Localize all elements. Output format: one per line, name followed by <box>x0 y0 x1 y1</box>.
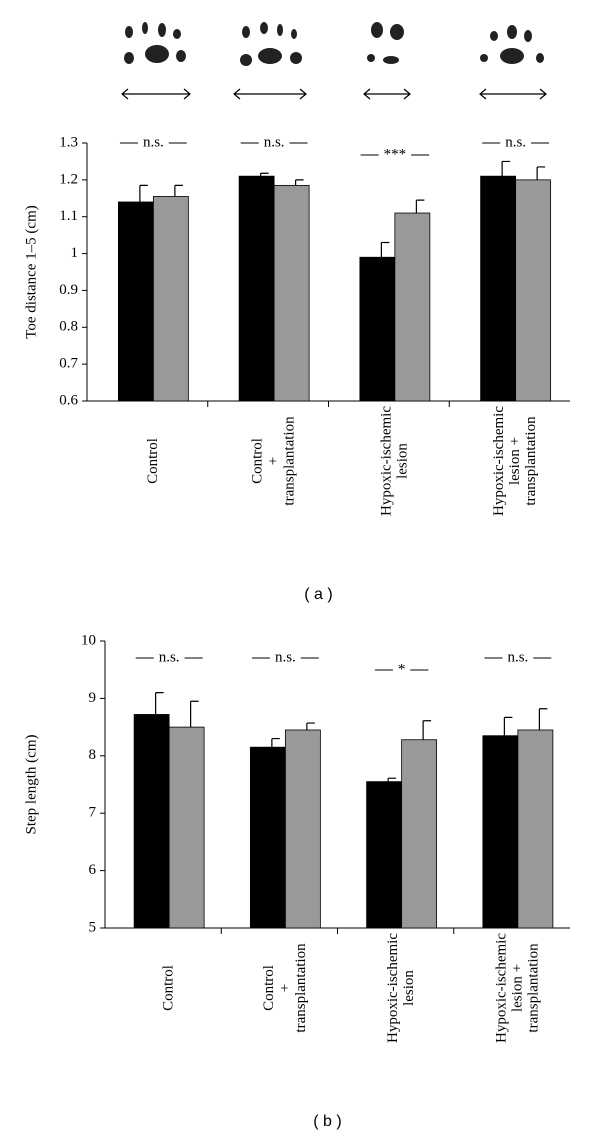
bar <box>401 739 438 929</box>
x-tick-label: Hypoxic-ischemic <box>491 406 507 516</box>
bar <box>117 201 154 402</box>
x-tick-label: Hypoxic-ischemic <box>385 933 401 1043</box>
x-tick-label: transplantation <box>282 416 298 506</box>
y-axis-label: Step length (cm) <box>23 735 39 835</box>
x-tick-label: Hypoxic-ischemic <box>493 933 509 1043</box>
significance-label: n.s. <box>507 649 528 665</box>
bar <box>284 729 321 929</box>
x-tick-label: transplantation <box>525 943 541 1033</box>
x-tick-label: lesion + <box>507 437 523 485</box>
error-bar <box>536 166 546 180</box>
y-tick-label: 1 <box>71 245 79 261</box>
bar <box>133 714 170 929</box>
y-tick-label: 0.9 <box>59 282 78 298</box>
x-tick-label: Hypoxic-ischemic <box>378 406 394 516</box>
x-tick-label: + <box>277 984 293 992</box>
x-tick-label: transplantation <box>293 943 309 1033</box>
y-tick-label: 1.1 <box>59 208 78 224</box>
x-tick-label: lesion <box>401 970 417 1006</box>
error-bar <box>380 241 390 258</box>
x-tick-label: Control <box>161 965 177 1011</box>
y-tick-label: 8 <box>89 747 97 763</box>
x-tick-label: + <box>266 457 282 465</box>
bar <box>273 184 310 402</box>
x-tick-label: Control <box>250 438 266 484</box>
error-bar <box>538 708 548 730</box>
error-bar <box>190 700 199 728</box>
significance-label: *** <box>384 146 407 162</box>
bar <box>394 212 431 402</box>
y-tick-label: 5 <box>89 919 97 935</box>
y-tick-label: 9 <box>89 690 97 706</box>
bar <box>168 726 205 929</box>
bar <box>366 781 403 929</box>
significance-label: n.s. <box>143 134 164 150</box>
error-bar <box>174 184 183 197</box>
significance-label: n.s. <box>275 649 296 665</box>
error-bar <box>415 199 425 214</box>
error-bar <box>271 737 280 748</box>
x-tick-label: lesion <box>394 443 410 479</box>
significance-label: * <box>398 661 406 677</box>
y-tick-label: 7 <box>89 805 97 821</box>
error-bar <box>501 160 511 177</box>
error-bar <box>139 184 148 202</box>
error-bar <box>295 179 304 186</box>
panel-label: ( a ) <box>304 586 332 603</box>
y-tick-label: 0.8 <box>59 319 78 335</box>
paw-width-arrows <box>121 88 547 100</box>
x-tick-label: lesion + <box>509 964 525 1012</box>
y-tick-label: 0.7 <box>59 356 78 372</box>
bar <box>152 196 189 402</box>
y-tick-label: 6 <box>89 862 97 878</box>
y-tick-label: 1.3 <box>59 134 78 150</box>
x-tick-label: Control <box>145 438 161 484</box>
error-bar <box>260 172 269 177</box>
bar <box>238 175 275 402</box>
bar <box>482 735 519 929</box>
x-tick-label: Control <box>261 965 277 1011</box>
x-tick-label: transplantation <box>523 416 539 506</box>
bar <box>515 179 552 402</box>
bar <box>517 729 554 929</box>
y-tick-label: 10 <box>81 632 96 648</box>
significance-label: n.s. <box>264 134 285 150</box>
error-bar <box>387 777 397 782</box>
paw-prints <box>124 22 544 66</box>
panel-label: ( b ) <box>313 1113 341 1130</box>
significance-label: n.s. <box>159 649 180 665</box>
y-tick-label: 1.2 <box>59 171 78 187</box>
y-tick-label: 0.6 <box>59 392 78 408</box>
error-bar <box>503 716 513 736</box>
error-bar <box>155 692 164 715</box>
error-bar <box>422 720 432 740</box>
significance-label: n.s. <box>505 134 526 150</box>
bar <box>359 256 396 402</box>
y-axis-label: Toe distance 1–5 (cm) <box>23 205 39 338</box>
error-bar <box>306 722 315 730</box>
bar <box>249 746 286 929</box>
bar <box>480 175 517 402</box>
